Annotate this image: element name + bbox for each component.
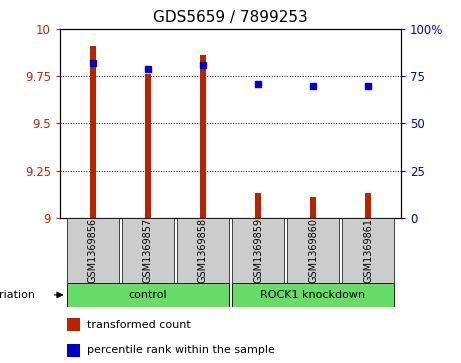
Text: transformed count: transformed count [87,320,191,330]
Text: control: control [129,290,167,300]
Bar [342,218,395,283]
Text: genotype/variation: genotype/variation [0,290,35,300]
Bar [66,218,119,283]
Bar [231,283,395,307]
Bar [365,193,372,218]
Text: GSM1369856: GSM1369856 [88,218,98,283]
Bar [145,74,151,218]
Bar [231,218,284,283]
Bar [255,193,261,218]
Text: GSM1369861: GSM1369861 [363,218,373,283]
Text: percentile rank within the sample: percentile rank within the sample [87,345,275,355]
Bar [89,46,96,218]
Text: ROCK1 knockdown: ROCK1 knockdown [260,290,366,300]
Text: GSM1369857: GSM1369857 [143,218,153,283]
Text: GSM1369859: GSM1369859 [253,218,263,283]
Bar [287,218,339,283]
Bar [310,197,316,218]
Text: GSM1369860: GSM1369860 [308,218,318,283]
Bar [177,218,230,283]
Bar [200,56,206,218]
Bar [67,344,80,357]
Bar [67,318,80,331]
Bar [122,218,174,283]
Title: GDS5659 / 7899253: GDS5659 / 7899253 [153,10,308,25]
Bar [66,283,230,307]
Text: GSM1369858: GSM1369858 [198,218,208,283]
